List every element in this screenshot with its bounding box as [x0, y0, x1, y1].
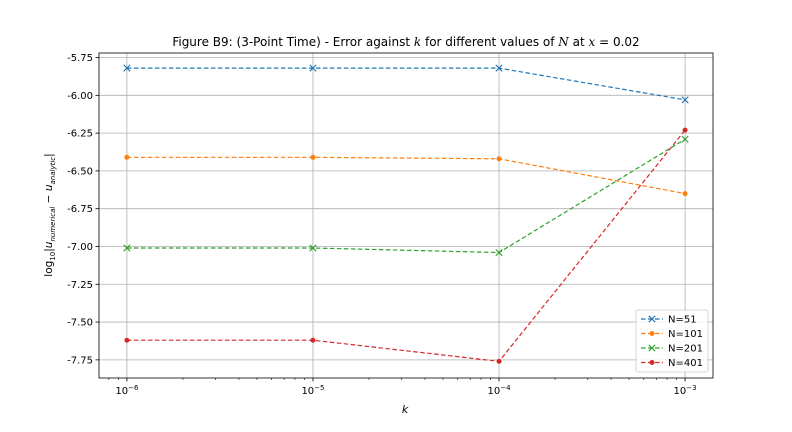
plot-area: 10−6 10−5 10−4 10−3 -5.75 -6.00 -6.25 -6.50 -6.7… — [67, 52, 714, 397]
y-axis-label: log10|unumerical − uanalytic| — [43, 153, 57, 276]
y-tick-label: -5.75 — [67, 53, 93, 64]
x-tick-label: 10−5 — [301, 384, 324, 397]
legend-label: N=51 — [668, 315, 697, 326]
data-point — [310, 154, 316, 160]
data-point — [682, 191, 688, 197]
series-line — [126, 129, 686, 363]
y-tick-label: -6.50 — [67, 166, 93, 177]
series-line — [126, 138, 686, 254]
data-point — [496, 358, 502, 364]
data-point — [123, 244, 131, 252]
data-point — [309, 64, 317, 72]
x-axis-label: k — [402, 403, 409, 416]
legend-label: N=401 — [668, 358, 703, 369]
data-point — [309, 244, 317, 252]
data-point — [681, 135, 689, 143]
series-line — [126, 67, 686, 101]
y-tick-label: -6.75 — [67, 204, 93, 215]
y-tick-label: -6.25 — [67, 129, 93, 140]
legend-marker — [648, 344, 656, 352]
series-line — [126, 156, 686, 195]
data-point — [310, 337, 316, 343]
legend-frame — [635, 309, 709, 373]
legend-marker — [649, 360, 655, 365]
data-point — [681, 96, 689, 104]
plot-frame — [98, 52, 714, 379]
data-point — [124, 337, 130, 343]
legend-label: N=101 — [668, 329, 703, 340]
data-point — [123, 64, 131, 72]
x-tick-label: 10−6 — [115, 384, 139, 397]
chart-title: Figure B9: (3-Point Time) - Error agains… — [172, 35, 639, 49]
y-tick-label: -7.75 — [67, 355, 93, 366]
legend-label: N=201 — [668, 344, 703, 355]
y-tick-label: -7.00 — [67, 242, 93, 253]
y-tick-label: -6.00 — [67, 91, 93, 102]
y-tick-label: -7.25 — [67, 280, 93, 291]
data-point — [124, 154, 130, 160]
legend-marker — [648, 315, 656, 323]
data-point — [682, 127, 688, 133]
data-point — [496, 156, 502, 162]
y-tick-label: -7.50 — [67, 318, 93, 329]
x-tick-label: 10−4 — [487, 384, 511, 397]
data-point — [495, 64, 503, 72]
data-point — [495, 248, 503, 257]
x-tick-label: 10−3 — [674, 384, 697, 397]
legend-marker — [649, 331, 655, 336]
chart-legend: N=51 N=101 N=201 N=401 — [635, 309, 709, 373]
